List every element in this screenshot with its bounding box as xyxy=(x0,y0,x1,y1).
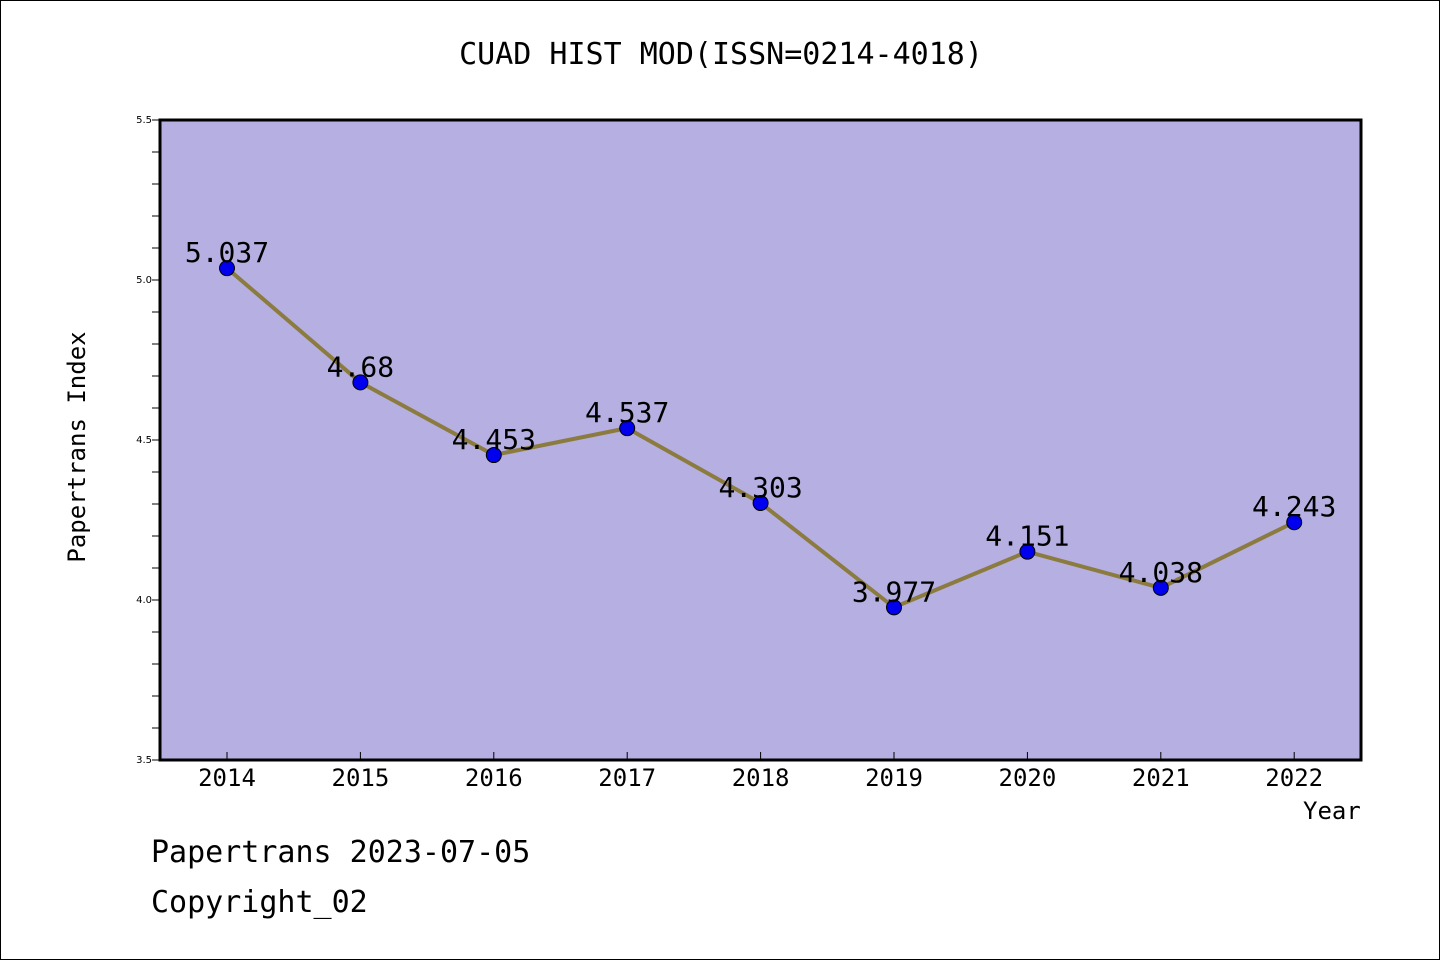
data-label: 4.68 xyxy=(327,350,394,383)
footer-date: Papertrans 2023-07-05 xyxy=(151,835,531,870)
footer-copyright: Copyright_02 xyxy=(151,885,368,920)
data-point xyxy=(1019,543,1036,560)
data-label: 4.038 xyxy=(1119,556,1203,589)
data-label: 5.037 xyxy=(185,236,269,269)
x-axis: 2014 2015 2016 2017 2018 2019 2020 2021 2022 xyxy=(198,752,1323,792)
data-label: 4.453 xyxy=(452,423,536,456)
data-label: 4.303 xyxy=(718,471,802,504)
y-tick-label: 5.5 xyxy=(136,115,152,126)
data-label: 4.151 xyxy=(985,520,1069,553)
x-tick-label: 2014 xyxy=(198,764,256,792)
series-markers xyxy=(219,260,1303,616)
y-tick-label: 4.5 xyxy=(136,435,152,446)
y-tick-label: 5.0 xyxy=(136,275,152,286)
data-labels: 5.037 4.68 4.453 4.537 4.303 3.977 4.151 4.038 4… xyxy=(185,236,1336,608)
data-point xyxy=(219,260,235,277)
x-tick-label: 2015 xyxy=(332,764,390,792)
x-tick-label: 2019 xyxy=(865,764,923,792)
data-point xyxy=(1286,514,1303,531)
data-point xyxy=(619,420,636,437)
y-axis: 3.5 4.0 4.5 5.0 5.5 xyxy=(136,115,160,766)
data-point xyxy=(1152,579,1169,596)
x-axis-label: Year xyxy=(1303,797,1361,825)
chart-title: CUAD HIST MOD(ISSN=0214-4018) xyxy=(459,37,983,72)
x-tick-label: 2017 xyxy=(598,764,656,792)
data-point xyxy=(352,374,369,391)
data-label: 4.537 xyxy=(585,396,669,429)
x-tick-label: 2021 xyxy=(1132,764,1190,792)
x-tick-label: 2018 xyxy=(732,764,790,792)
y-tick-label: 4.0 xyxy=(136,595,152,606)
y-tick-label: 3.5 xyxy=(136,755,152,766)
data-point xyxy=(886,599,902,616)
plot-area xyxy=(158,118,1363,762)
data-point xyxy=(752,495,769,512)
data-label: 4.243 xyxy=(1252,490,1336,523)
data-label: 3.977 xyxy=(852,575,936,608)
x-tick-label: 2020 xyxy=(999,764,1057,792)
x-tick-label: 2016 xyxy=(465,764,523,792)
data-point xyxy=(485,447,502,464)
x-tick-label: 2022 xyxy=(1265,764,1323,792)
